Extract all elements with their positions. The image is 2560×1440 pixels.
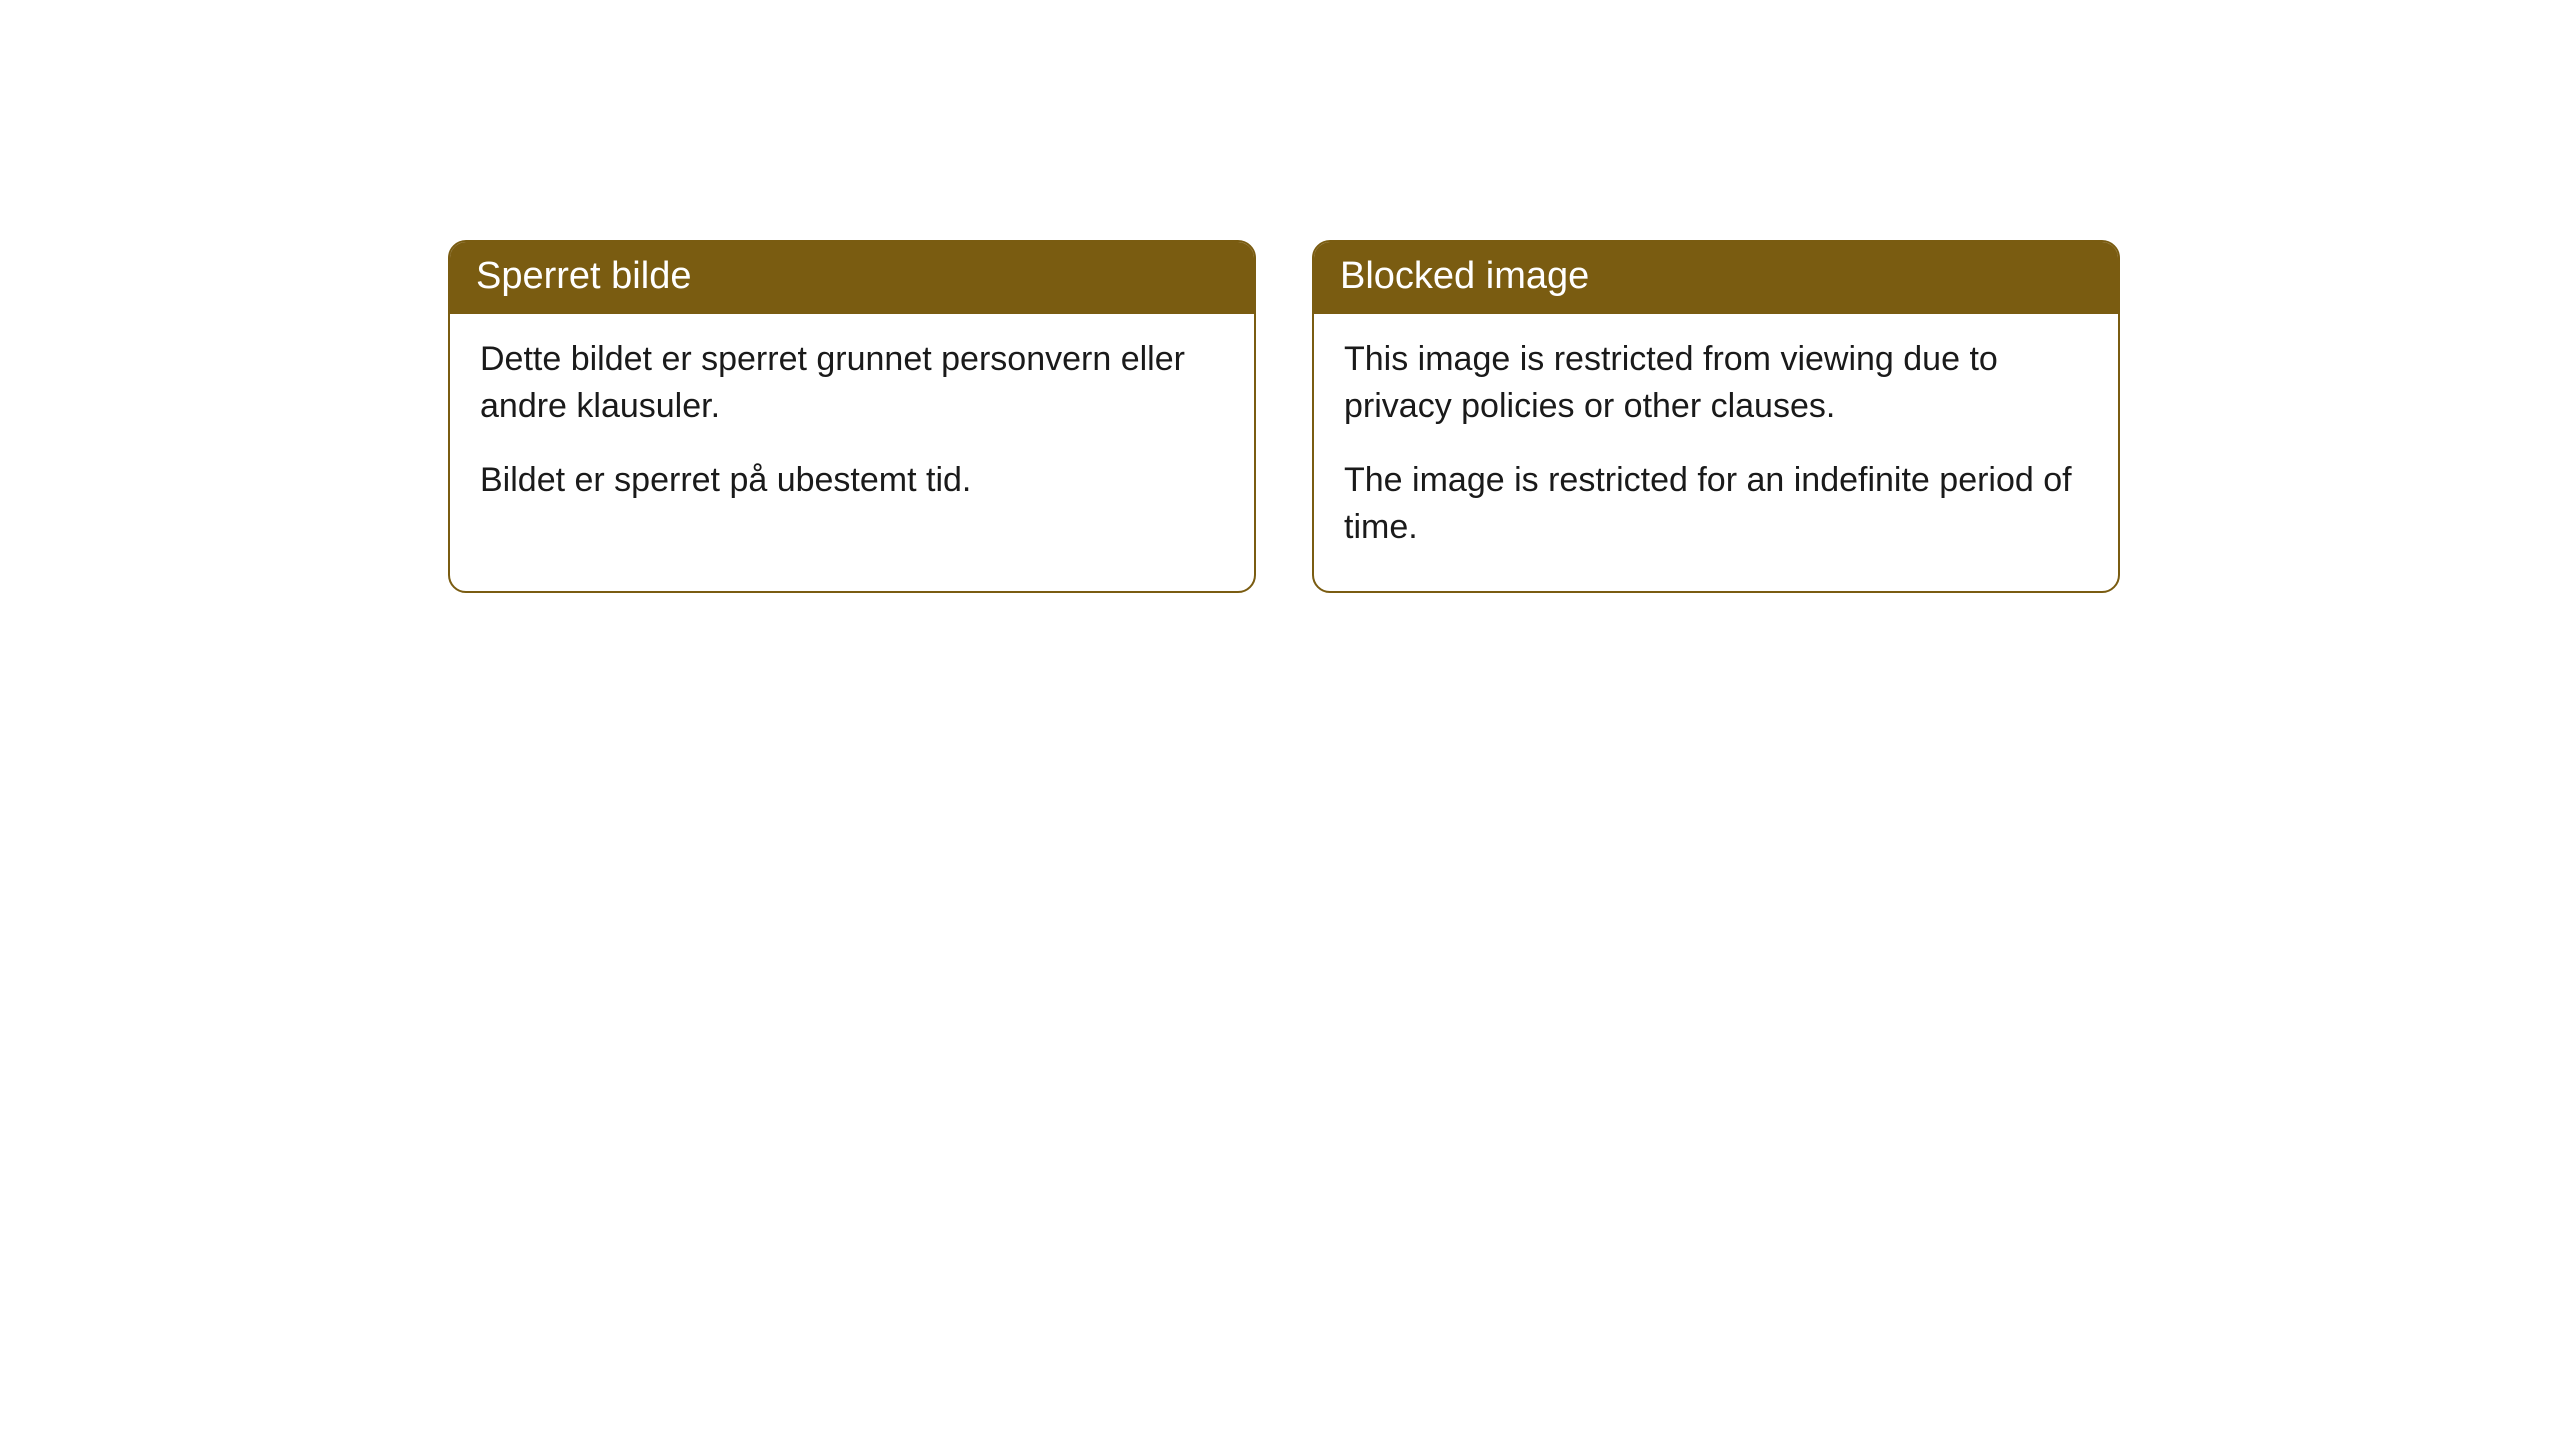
card-header: Sperret bilde: [450, 242, 1254, 314]
card-header: Blocked image: [1314, 242, 2118, 314]
card-body: Dette bildet er sperret grunnet personve…: [450, 314, 1254, 545]
card-body: This image is restricted from viewing du…: [1314, 314, 2118, 592]
card-paragraph: Dette bildet er sperret grunnet personve…: [480, 336, 1224, 430]
card-paragraph: Bildet er sperret på ubestemt tid.: [480, 457, 1224, 504]
notice-card-english: Blocked image This image is restricted f…: [1312, 240, 2120, 593]
card-paragraph: The image is restricted for an indefinit…: [1344, 457, 2088, 551]
notice-card-norwegian: Sperret bilde Dette bildet er sperret gr…: [448, 240, 1256, 593]
card-paragraph: This image is restricted from viewing du…: [1344, 336, 2088, 430]
notice-cards-container: Sperret bilde Dette bildet er sperret gr…: [448, 240, 2120, 593]
